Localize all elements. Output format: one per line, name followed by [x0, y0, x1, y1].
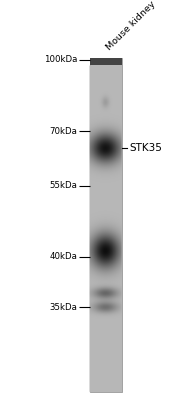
Text: 35kDa: 35kDa: [49, 303, 77, 312]
Text: STK35: STK35: [129, 143, 162, 153]
Bar: [90, 58, 122, 392]
Text: 55kDa: 55kDa: [49, 182, 77, 190]
Bar: [90, 58, 122, 65]
Text: 70kDa: 70kDa: [49, 127, 77, 136]
Text: 40kDa: 40kDa: [49, 252, 77, 261]
Text: Mouse kidney: Mouse kidney: [105, 0, 157, 52]
Text: 100kDa: 100kDa: [44, 56, 77, 64]
